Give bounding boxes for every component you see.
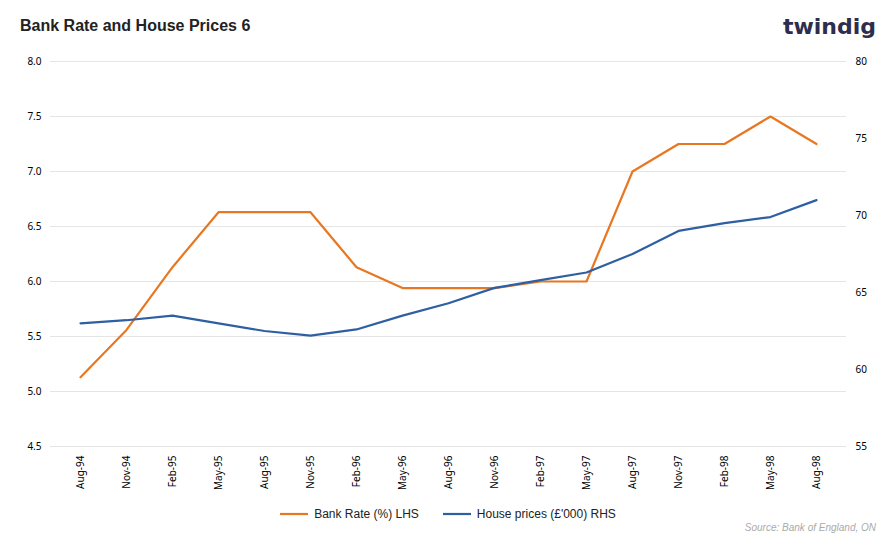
svg-text:May-95: May-95 — [211, 455, 225, 490]
svg-text:6.5: 6.5 — [27, 219, 41, 233]
svg-text:Feb-96: Feb-96 — [349, 455, 363, 487]
svg-text:Nov-95: Nov-95 — [303, 455, 317, 488]
svg-text:70: 70 — [856, 208, 868, 222]
svg-text:Aug-96: Aug-96 — [441, 455, 455, 489]
svg-text:Feb-98: Feb-98 — [717, 455, 731, 487]
svg-text:Aug-94: Aug-94 — [73, 455, 87, 489]
html-text:Bank Rate and House Prices 6: Bank Rate and House Prices 6 — [20, 17, 251, 34]
html-text:Source: Bank of England, ON: Source: Bank of England, ON — [744, 522, 876, 533]
svg-text:4.5: 4.5 — [27, 439, 41, 453]
svg-text:Nov-97: Nov-97 — [671, 455, 685, 488]
svg-text:8.0: 8.0 — [27, 54, 41, 68]
svg-text:6.0: 6.0 — [27, 274, 41, 288]
svg-text:80: 80 — [856, 54, 868, 68]
svg-text:65: 65 — [856, 285, 868, 299]
svg-text:Feb-95: Feb-95 — [165, 455, 179, 487]
html-text:Bank Rate (%) LHS: Bank Rate (%) LHS — [314, 507, 419, 521]
svg-text:7.0: 7.0 — [27, 164, 41, 178]
svg-text:Nov-96: Nov-96 — [487, 455, 501, 488]
svg-text:May-97: May-97 — [579, 455, 593, 490]
html-text:twindig: twindig — [782, 13, 876, 39]
svg-text:60: 60 — [856, 362, 868, 376]
svg-text:Aug-95: Aug-95 — [257, 455, 271, 489]
svg-text:May-98: May-98 — [763, 455, 777, 490]
html-text:House prices (£'000) RHS: House prices (£'000) RHS — [476, 507, 616, 521]
svg-text:75: 75 — [856, 131, 868, 145]
svg-text:7.5: 7.5 — [27, 109, 41, 123]
svg-text:Nov-94: Nov-94 — [119, 455, 133, 488]
svg-text:5.0: 5.0 — [27, 384, 41, 398]
svg-text:Aug-97: Aug-97 — [625, 455, 639, 489]
svg-text:5.5: 5.5 — [27, 329, 41, 343]
svg-text:May-96: May-96 — [395, 455, 409, 490]
svg-text:55: 55 — [856, 439, 868, 453]
svg-text:Feb-97: Feb-97 — [533, 455, 547, 487]
svg-text:Aug-98: Aug-98 — [809, 455, 823, 489]
